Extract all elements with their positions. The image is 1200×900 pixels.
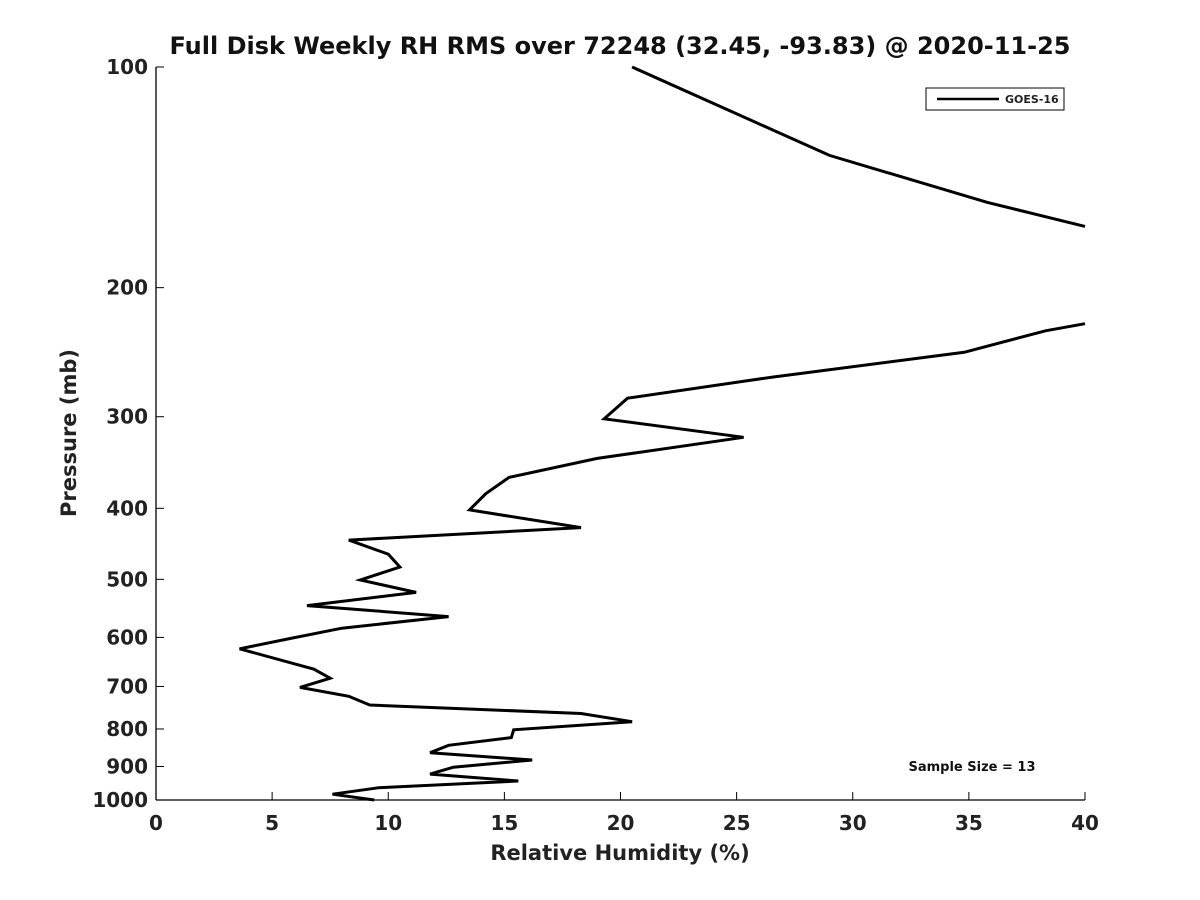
x-tick-label: 20 <box>607 811 635 835</box>
x-tick-label: 30 <box>839 811 867 835</box>
x-axis-title: Relative Humidity (%) <box>490 841 749 865</box>
y-axis-title: Pressure (mb) <box>57 349 81 517</box>
x-tick-label: 10 <box>374 811 402 835</box>
y-tick-label: 1000 <box>92 788 148 812</box>
y-tick-label: 600 <box>106 625 148 649</box>
y-tick-label: 400 <box>106 496 148 520</box>
y-tick-label: 100 <box>106 55 148 79</box>
sample-size-annotation: Sample Size = 13 <box>908 760 1035 775</box>
y-axis-ticks: 100 200 300 400 500 600 700 800 900 1000 <box>92 55 164 812</box>
x-tick-label: 15 <box>490 811 518 835</box>
y-tick-label: 800 <box>106 717 148 741</box>
y-tick-label: 300 <box>106 405 148 429</box>
y-tick-label: 500 <box>106 567 148 591</box>
y-tick-label: 700 <box>106 674 148 698</box>
series-line-goes-16 <box>631 65 1086 228</box>
series-line-goes-16 <box>239 322 1086 802</box>
x-tick-label: 35 <box>955 811 983 835</box>
x-axis-ticks: 0 5 10 15 20 25 30 35 40 <box>149 792 1099 835</box>
plot-lines <box>239 65 1086 802</box>
chart-title: Full Disk Weekly RH RMS over 72248 (32.4… <box>169 32 1070 60</box>
x-tick-label: 5 <box>265 811 279 835</box>
legend-label: GOES-16 <box>1005 93 1059 106</box>
y-tick-label: 200 <box>106 276 148 300</box>
x-tick-label: 0 <box>149 811 163 835</box>
x-tick-label: 40 <box>1071 811 1099 835</box>
x-tick-label: 25 <box>723 811 751 835</box>
legend: GOES-16 <box>925 87 1065 111</box>
y-tick-label: 900 <box>106 754 148 778</box>
